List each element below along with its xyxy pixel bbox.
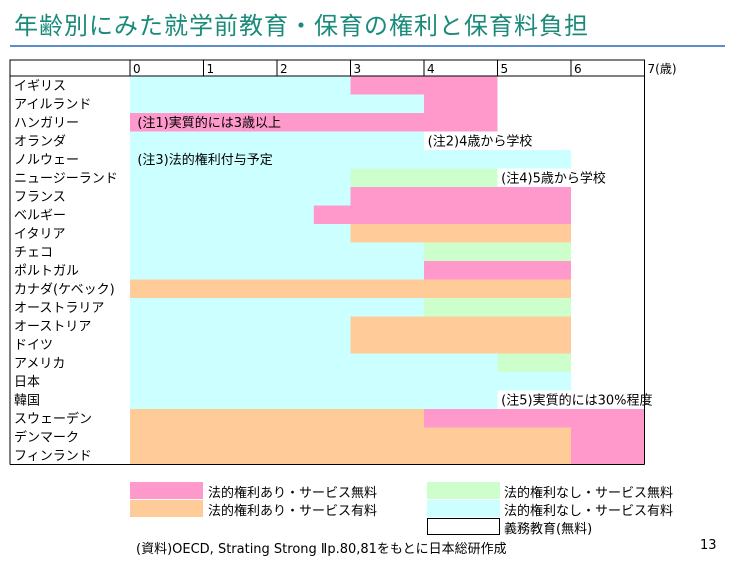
- bar-row-19-seg-1: [571, 427, 645, 446]
- country-label-12: オーストラリア: [14, 301, 104, 316]
- country-label-2: ハンガリー: [14, 116, 79, 131]
- axis-header-box: [9, 59, 645, 77]
- legend-label-compulsory: 義務教育(無料): [504, 522, 593, 537]
- legend-label-noright-paid: 法的権利なし・サービス有料: [504, 504, 674, 519]
- page-title: 年齢別にみた就学前教育・保育の権利と保育料負担: [14, 12, 589, 40]
- bar-row-15-seg-1: [497, 353, 571, 372]
- bar-row-18-seg-1: [424, 409, 571, 428]
- bar-row-10-seg-0: [130, 261, 424, 280]
- country-label-13: オーストリア: [14, 320, 91, 335]
- x-tick-label-0: 0: [133, 62, 141, 76]
- x-tick-label-2: 2: [280, 62, 288, 76]
- page-number: 13: [700, 538, 717, 553]
- x-tick-label-5: 5: [501, 62, 509, 76]
- bar-row-20-seg-0: [130, 446, 571, 465]
- bar-row-14-seg-0: [130, 335, 351, 354]
- bar-row-17-seg-0: [130, 390, 498, 409]
- x-tick-label-1: 1: [207, 62, 215, 76]
- bar-row-11-seg-0: [130, 279, 571, 298]
- country-label-0: イギリス: [14, 79, 66, 94]
- country-label-11: カナダ(ケベック): [14, 283, 115, 298]
- bar-row-7-seg-1: [313, 205, 571, 224]
- bar-row-6-seg-1: [350, 187, 571, 206]
- country-label-8: イタリア: [14, 227, 65, 242]
- country-label-5: ニュージーランド: [14, 172, 118, 187]
- bar-row-3-seg-0: [130, 131, 424, 150]
- legend-swatch-right-paid: [130, 500, 203, 517]
- annotation-5: (注5)実質的には30%程度: [501, 393, 652, 409]
- bar-row-14-seg-1: [350, 335, 571, 354]
- bar-row-19-seg-0: [130, 427, 571, 446]
- country-label-9: チェコ: [14, 246, 53, 261]
- bar-row-4-seg-0: [130, 150, 571, 169]
- country-label-4: ノルウェー: [14, 153, 79, 168]
- bar-row-8-seg-1: [350, 224, 571, 243]
- bar-row-5-seg-1: [350, 168, 498, 187]
- bar-row-12-seg-1: [424, 298, 571, 317]
- bar-row-5-seg-0: [130, 168, 351, 187]
- country-label-3: オランダ: [14, 135, 66, 150]
- legend-swatch-noright-free: [427, 482, 500, 499]
- annotation-2: (注2)4歳から学校: [428, 134, 533, 150]
- bar-row-9-seg-0: [130, 242, 424, 261]
- country-label-14: ドイツ: [14, 338, 53, 353]
- country-label-15: アメリカ: [14, 357, 65, 372]
- country-label-1: アイルランド: [14, 98, 91, 113]
- bar-row-1-seg-0: [130, 94, 424, 113]
- x-tick-label-3: 3: [354, 62, 362, 76]
- bar-row-6-seg-0: [130, 187, 351, 206]
- legend-swatch-noright-paid: [427, 500, 500, 517]
- bar-row-12-seg-0: [130, 298, 424, 317]
- bar-row-8-seg-0: [130, 224, 351, 243]
- bar-row-20-seg-1: [571, 446, 645, 465]
- country-label-17: 韓国: [14, 394, 40, 409]
- bar-row-18-seg-0: [130, 409, 424, 428]
- bar-row-2-seg-0: [130, 113, 498, 132]
- x-tick-label-7: 7(歳): [648, 62, 677, 76]
- bar-row-0-seg-0: [130, 76, 351, 95]
- country-label-10: ポルトガル: [14, 264, 79, 279]
- legend-swatch-compulsory: [427, 518, 500, 535]
- country-label-6: フランス: [14, 190, 66, 205]
- title-underline: [10, 45, 725, 47]
- x-tick-label-6: 6: [574, 62, 582, 76]
- bar-row-0-seg-1: [350, 76, 498, 95]
- bar-row-13-seg-0: [130, 316, 351, 335]
- annotation-1: (注1)実質的には3歳以上: [137, 115, 281, 131]
- legend-label-right-paid: 法的権利あり・サービス有料: [208, 504, 378, 519]
- legend-label-right-free: 法的権利あり・サービス無料: [208, 486, 378, 501]
- annotation-3: (注3)法的権利付与予定: [137, 152, 272, 168]
- bar-row-7-seg-0: [130, 205, 314, 224]
- x-tick-label-4: 4: [427, 62, 435, 76]
- legend-label-noright-free: 法的権利なし・サービス無料: [504, 486, 674, 501]
- country-label-20: フィンランド: [14, 449, 92, 464]
- bar-row-16-seg-0: [130, 372, 571, 391]
- country-label-19: デンマーク: [14, 430, 79, 446]
- bar-row-15-seg-0: [130, 353, 498, 372]
- bar-row-10-seg-1: [424, 261, 571, 280]
- annotation-4: (注4)5歳から学校: [501, 171, 606, 187]
- country-label-7: ベルギー: [14, 209, 66, 224]
- country-label-18: スウェーデン: [14, 411, 92, 427]
- bar-row-1-seg-1: [424, 94, 498, 113]
- bar-row-9-seg-1: [424, 242, 571, 261]
- country-label-16: 日本: [14, 375, 40, 390]
- source-note: (資料)OECD, Strating Strong Ⅱp.80,81をもとに日本…: [136, 542, 507, 557]
- bar-row-18-seg-2: [571, 409, 645, 428]
- bar-row-13-seg-1: [350, 316, 571, 335]
- legend-swatch-right-free: [130, 482, 203, 499]
